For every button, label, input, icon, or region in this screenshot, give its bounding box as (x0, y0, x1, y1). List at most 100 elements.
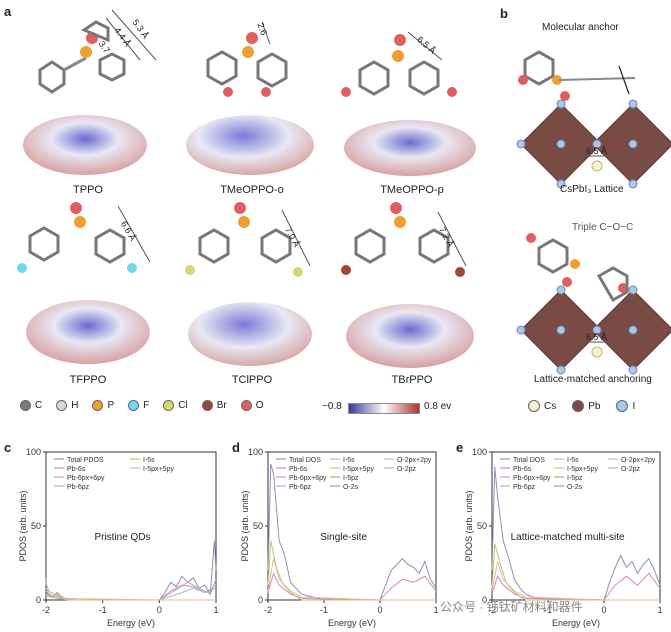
legend-label: O-2pz (621, 466, 641, 473)
panel-a-letter: a (4, 4, 12, 19)
atom-legend-item: H (56, 400, 78, 411)
panel-b-bottom-caption: Lattice-matched anchoring (534, 374, 652, 385)
label-tppo: TPPO (73, 184, 103, 196)
y-tick-label: 100 (248, 447, 263, 457)
legend-label: I-5pz (343, 475, 359, 482)
legend-label: Pb-6pz (289, 484, 312, 491)
atom-legend-item: O (240, 400, 264, 411)
label-tmeoppo-o: TMeOPPO-o (220, 184, 284, 196)
atom-legend: C H P F Cl Br O (20, 400, 263, 411)
panel-b-top-distance: 6.5 Å (586, 146, 608, 156)
x-tick-label: 0 (601, 605, 606, 615)
series-line (267, 540, 436, 601)
molecule-tppo (38, 20, 126, 94)
molecule-tmeoppo-p (341, 34, 457, 97)
y-axis-label: PDOS (arb. units) (18, 490, 28, 561)
pdos-chart-e: 0 50 100 -2 -1 0 1 Energy (eV) PDOS (arb. units)… (464, 447, 663, 628)
esp-surface-tclppo (188, 302, 312, 366)
label-tmeoppo-p: TMeOPPO-p (380, 184, 444, 196)
panel-b-bottom-title: Triple C−O−C (572, 222, 634, 233)
cs-atom (591, 160, 603, 172)
label-tbrppo: TBrPPO (391, 374, 433, 386)
legend-label: Pb-6pz (67, 484, 90, 491)
molecule-tclppo (185, 202, 303, 277)
panel-d-letter: d (232, 440, 240, 455)
y-tick-label: 50 (477, 521, 487, 531)
esp-surface-tmeoppo-o (186, 115, 314, 175)
molecule-tfppo (17, 202, 137, 273)
x-axis-label: Energy (eV) (552, 618, 600, 628)
atom-legend-item: P (92, 400, 114, 411)
y-tick-label: 50 (253, 521, 263, 531)
lattice-atom-dot-icon (616, 400, 629, 412)
atom-legend-label: P (107, 400, 115, 411)
label-tfppo: TFPPO (69, 374, 107, 386)
atom-dot-icon (240, 400, 252, 411)
atom-legend-label: O (255, 400, 264, 411)
y-tick-label: 100 (472, 447, 487, 457)
legend-label: Total PDOS (67, 457, 104, 464)
label-tclppo: TClPPO (231, 374, 273, 386)
atom-legend-item: Cl (163, 400, 188, 411)
legend-label: Pb-6s (67, 466, 86, 473)
y-tick-label: 50 (31, 521, 41, 531)
panel-b-lattice-figure (516, 50, 671, 375)
atom-dot-icon (92, 400, 104, 411)
watermark: 公众号 · 钙钛矿材料和器件 (440, 600, 583, 614)
panel-b-top-title: Molecular anchor (542, 22, 619, 33)
atom-legend-item: Br (201, 400, 227, 411)
y-tick-label: 0 (258, 595, 263, 605)
x-tick-label: -2 (488, 605, 496, 615)
panel-b-letter: b (500, 6, 508, 21)
legend-label: O-2s (343, 484, 359, 491)
legend-label: Pb-6px+6py (289, 475, 327, 482)
colorbar-min-label: −0.8 (322, 401, 342, 412)
atom-legend-item: F (128, 400, 149, 411)
legend-label: I-5s (567, 457, 579, 464)
series-line (267, 571, 437, 601)
series-line (267, 558, 436, 601)
series-line (491, 543, 660, 601)
atom-dot-icon (20, 400, 31, 411)
legend-label: Pb-6px+6py (67, 475, 105, 482)
atom-legend-label: Cl (178, 400, 188, 411)
lattice-legend-item: Cs (528, 400, 556, 412)
x-tick-label: -1 (544, 605, 552, 615)
series-line (45, 582, 216, 601)
lattice-legend-item: I (616, 400, 635, 412)
legend-label: I-5px+5py (143, 466, 174, 473)
x-tick-label: -2 (264, 605, 272, 615)
lattice-legend-item: Pb (572, 400, 600, 412)
x-tick-label: 0 (157, 605, 162, 615)
legend-label: Pb-6s (289, 466, 308, 473)
series-line (45, 587, 216, 601)
x-tick-label: -2 (42, 605, 50, 615)
legend-label: O-2px+2py (621, 457, 656, 464)
legend-label: I-5px+5py (567, 466, 598, 473)
series-line (491, 572, 661, 601)
atom-legend-label: F (143, 400, 150, 411)
atom-legend-item: C (20, 400, 42, 411)
panel-c-letter: c (4, 440, 12, 455)
legend-label: O-2pz (397, 466, 417, 473)
panel-annotation: Pristine QDs (94, 532, 150, 543)
panel-b-bottom-distance: 6.5 Å (586, 332, 608, 342)
lattice-legend-label: I (632, 400, 636, 412)
esp-colorbar (348, 403, 420, 414)
x-tick-label: -1 (320, 605, 328, 615)
series-line (491, 561, 660, 601)
y-axis-label: PDOS (arb. units) (240, 490, 250, 561)
cs-atom (591, 346, 603, 358)
lattice-legend-label: Pb (588, 400, 601, 412)
lattice-legend-label: Cs (544, 400, 557, 412)
y-axis-label: PDOS (arb. units) (464, 490, 474, 561)
x-tick-label: 1 (213, 605, 218, 615)
panel-annotation: Single-site (320, 532, 367, 543)
y-tick-label: 0 (36, 595, 41, 605)
molecule-tbrppo (341, 202, 465, 277)
esp-surface-tppo (23, 115, 147, 175)
x-tick-label: -1 (99, 605, 107, 615)
atom-legend-label: Br (216, 400, 227, 411)
legend-label: Pb-6s (513, 466, 532, 473)
series-line (45, 584, 217, 601)
